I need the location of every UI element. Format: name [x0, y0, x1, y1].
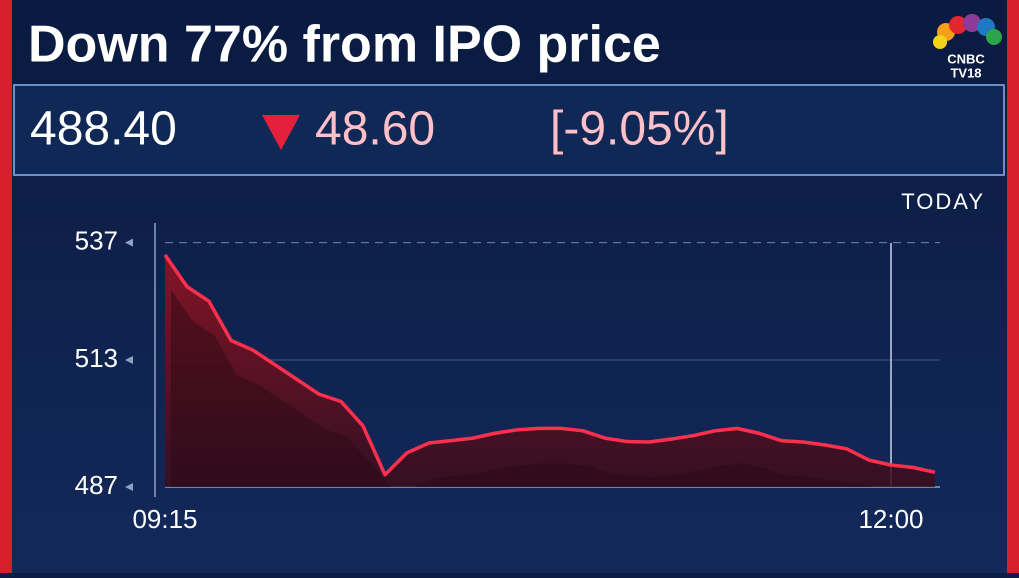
title: Down 77% from IPO price — [28, 16, 661, 74]
y-tick-label: 513 — [75, 343, 118, 373]
down-arrow — [262, 115, 300, 150]
left-border — [0, 0, 12, 573]
logo-text: CNBC — [947, 51, 985, 66]
y-tick-label: 537 — [75, 226, 118, 256]
x-tick-label: 09:15 — [132, 504, 197, 534]
y-tick-arrow — [125, 355, 133, 364]
price: 488.40 — [30, 103, 177, 156]
quote-box — [13, 84, 1005, 176]
change: 48.60 — [315, 103, 435, 156]
right-border — [1007, 0, 1019, 573]
area-shadow — [171, 289, 941, 487]
y-tick-arrow — [125, 483, 133, 491]
y-tick-label: 487 — [75, 470, 118, 500]
area — [165, 254, 935, 487]
y-tick-arrow — [125, 238, 133, 247]
x-tick-label: 12:00 — [858, 504, 923, 534]
price-line — [163, 253, 936, 477]
logo-text: TV18 — [950, 65, 981, 80]
plot: 487 513 537 09:15 12:00 — [75, 223, 941, 534]
percent: [-9.05%] — [550, 103, 729, 156]
period-label: TODAY — [901, 189, 985, 214]
logo: CNBC TV18 — [933, 14, 1002, 80]
